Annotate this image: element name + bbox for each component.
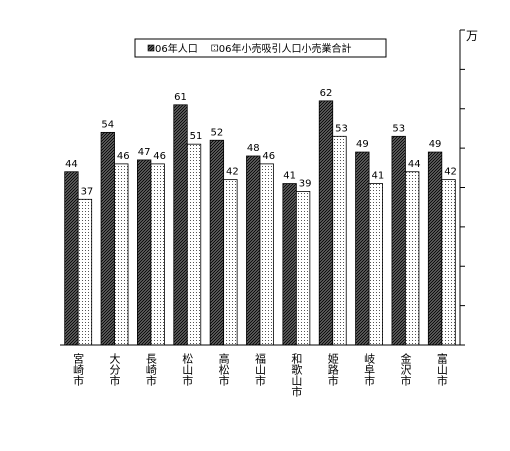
bar	[209, 139, 225, 346]
value-label: 62	[320, 88, 333, 99]
x-tick-label: 和歌山市	[290, 353, 303, 398]
bar	[318, 100, 334, 346]
legend-box	[134, 38, 387, 58]
value-label: 49	[356, 139, 369, 150]
value-label: 42	[444, 167, 457, 178]
bar	[64, 171, 79, 346]
bar	[223, 179, 238, 346]
value-label: 48	[247, 143, 260, 154]
bar	[137, 159, 152, 346]
value-label: 42	[226, 167, 239, 178]
x-tick-label: 長崎市	[144, 353, 157, 387]
bar	[114, 163, 129, 346]
bar	[368, 183, 383, 346]
bar	[441, 179, 456, 346]
legend-label: 06年小売吸引人口小売業合計	[219, 42, 352, 55]
bar	[259, 163, 274, 346]
bar	[150, 163, 165, 346]
bar	[186, 143, 202, 346]
value-label: 46	[153, 151, 166, 162]
x-tick-label: 姫路市	[326, 352, 339, 387]
x-tick-label: 福山市	[254, 352, 267, 387]
x-tick-label: 金沢市	[399, 352, 412, 387]
bar	[405, 171, 420, 346]
x-tick-label: 大分市	[108, 352, 121, 387]
bar	[332, 135, 347, 346]
value-label: 44	[65, 159, 78, 170]
value-label: 53	[392, 123, 405, 134]
value-label: 37	[81, 186, 94, 197]
value-label: 47	[138, 147, 151, 158]
value-label: 41	[371, 171, 384, 182]
value-label: 41	[283, 171, 296, 182]
bar	[282, 183, 297, 346]
legend-swatch	[211, 44, 219, 52]
value-label: 52	[211, 127, 224, 138]
bar	[355, 151, 370, 346]
legend-swatch	[147, 44, 155, 52]
bar	[77, 198, 93, 346]
bar	[100, 131, 115, 346]
x-tick-label: 岐阜市	[363, 353, 376, 387]
bar	[246, 155, 261, 346]
x-tick-label: 松山市	[181, 352, 194, 387]
legend-label: 06年人口	[155, 42, 198, 55]
value-label: 51	[190, 131, 203, 142]
value-label: 46	[117, 151, 130, 162]
value-label: 39	[299, 178, 312, 189]
value-label: 49	[429, 139, 442, 150]
x-tick-label: 宮崎市	[72, 352, 85, 387]
x-tick-label: 富山市	[435, 352, 448, 387]
bar	[391, 135, 406, 346]
value-label: 54	[101, 119, 114, 130]
bar	[173, 104, 188, 346]
bar	[295, 191, 311, 346]
value-label: 44	[408, 159, 421, 170]
x-tick-label: 高松市	[217, 352, 230, 387]
y-axis-unit: 万	[466, 29, 478, 43]
value-label: 61	[174, 92, 187, 103]
value-label: 53	[335, 123, 348, 134]
bar	[427, 151, 443, 346]
value-label: 46	[262, 151, 275, 162]
